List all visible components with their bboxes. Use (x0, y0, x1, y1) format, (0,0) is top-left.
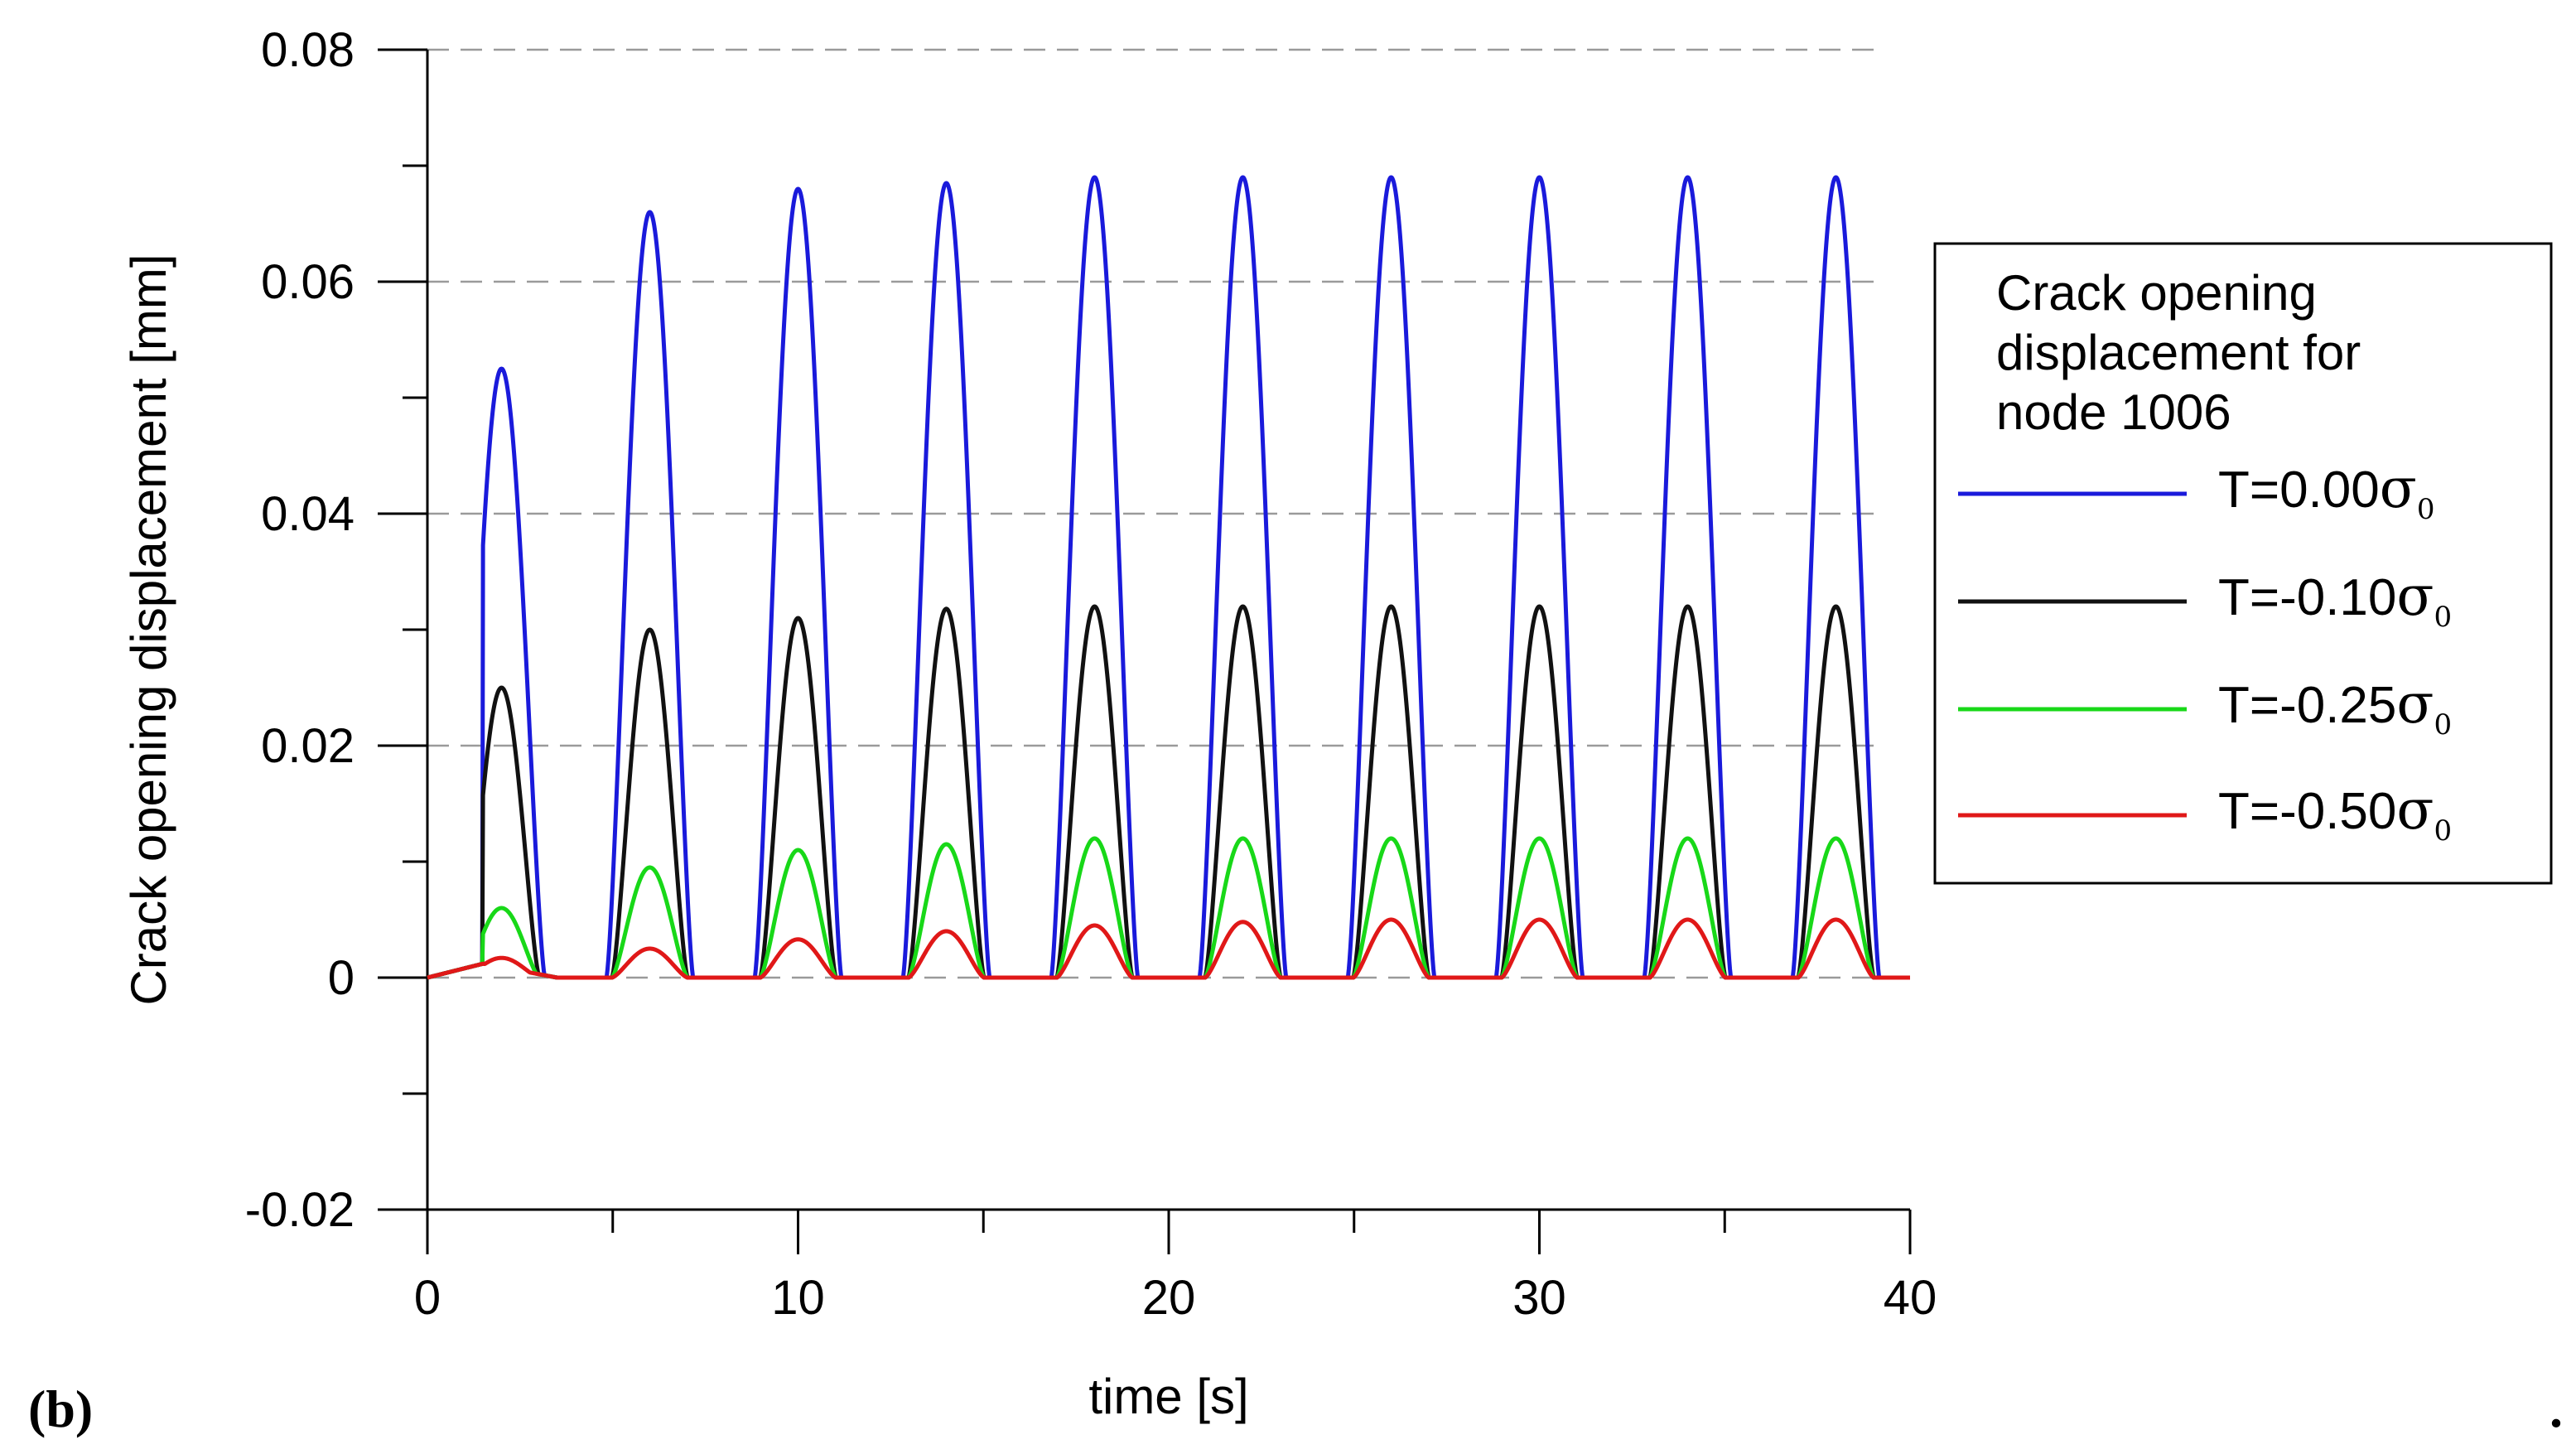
series-line-1 (426, 175, 1912, 980)
legend: Crack opening displacement for node 1006… (1933, 242, 2553, 885)
x-tick-label: 0 (414, 1271, 441, 1325)
legend-title-line-1: Crack opening (1996, 265, 2317, 321)
y-tick-label: 0.02 (261, 719, 355, 773)
series-line-3 (426, 836, 1912, 980)
legend-label-1: T=0.00σ0 (2218, 456, 2434, 526)
legend-label-3: T=-0.25σ0 (2218, 672, 2452, 741)
legend-label-4: T=-0.50σ0 (2218, 778, 2452, 848)
y-tick-label: 0.08 (261, 23, 355, 77)
series-layer (426, 175, 1912, 980)
x-tick-label: 40 (1884, 1271, 1937, 1325)
series-line-2 (426, 604, 1912, 980)
y-axis-title: Crack opening displacement [mm] (121, 254, 176, 1005)
y-tick-label: -0.02 (245, 1183, 355, 1237)
x-tick-label: 30 (1512, 1271, 1566, 1325)
ticks-layer: -0.02 0 0.02 0.04 0.06 0.08 0 10 20 30 40 (245, 23, 1937, 1325)
y-tick-label: 0.04 (261, 487, 355, 541)
legend-title-line-3: node 1006 (1996, 384, 2231, 440)
legend-label-2: T=-0.10σ0 (2218, 564, 2452, 634)
legend-title-line-2: displacement for (1996, 325, 2361, 380)
trailing-period: . (2549, 1379, 2563, 1438)
x-tick-label: 20 (1142, 1271, 1196, 1325)
y-tick-label: 0 (328, 951, 355, 1005)
x-axis-title: time [s] (1088, 1369, 1248, 1424)
x-tick-label: 10 (771, 1271, 825, 1325)
series-line-4 (426, 917, 1912, 980)
legend-box (1933, 242, 2553, 885)
y-tick-label: 0.06 (261, 255, 355, 309)
panel-label: (b) (28, 1379, 93, 1438)
legend-entries: T=0.00σ0 T=-0.10σ0 T=-0.25σ0 T=-0.50σ0 (1958, 456, 2452, 848)
